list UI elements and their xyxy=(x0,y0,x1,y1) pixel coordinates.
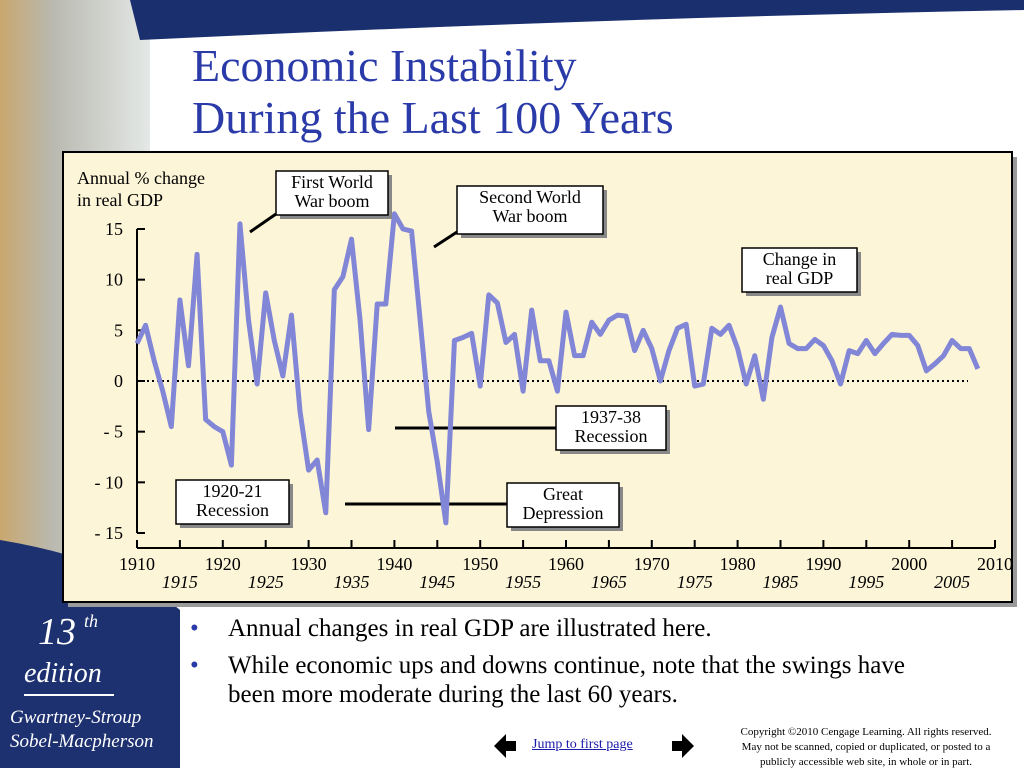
x-tick-label: 1910 xyxy=(119,554,155,574)
y-tick-label: 5 xyxy=(114,320,123,340)
callout-box xyxy=(741,247,858,293)
x-tick-label: 1955 xyxy=(505,572,541,592)
callout-text: War boom xyxy=(492,206,567,226)
copyright: Copyright ©2010 Cengage Learning. All ri… xyxy=(708,725,1024,770)
bullet-list: Annual changes in real GDP are illustrat… xyxy=(190,614,950,717)
callout-box xyxy=(555,405,667,451)
callout-box xyxy=(456,185,604,235)
copyright-line: publicly accessible web site, in whole o… xyxy=(760,756,972,768)
y-tick-label: - 5 xyxy=(104,422,124,442)
bullet: While economic ups and downs continue, n… xyxy=(190,651,950,709)
callout-text: Depression xyxy=(523,503,604,523)
x-tick-label: 2000 xyxy=(891,554,927,574)
callout-box xyxy=(275,170,389,216)
y-axis-label: in real GDP xyxy=(77,190,163,210)
callout-text: Recession xyxy=(196,500,269,520)
x-tick-label: 1945 xyxy=(419,572,455,592)
callout-text: Great xyxy=(543,484,583,504)
callout-box xyxy=(175,479,290,525)
y-tick-label: 0 xyxy=(114,371,123,391)
x-tick-label: 1930 xyxy=(291,554,327,574)
gdp-line xyxy=(134,211,981,526)
x-tick-label: 1950 xyxy=(462,554,498,574)
x-tick-label: 1970 xyxy=(634,554,670,574)
x-tick-label: 1995 xyxy=(848,572,884,592)
y-tick-label: - 10 xyxy=(95,472,124,492)
callout-text: First World xyxy=(291,172,373,192)
title-line: Economic Instability xyxy=(192,40,577,91)
callout-text: real GDP xyxy=(766,268,833,288)
x-tick-label: 2005 xyxy=(934,572,970,592)
copyright-line: Copyright ©2010 Cengage Learning. All ri… xyxy=(740,726,992,738)
x-tick-label: 1985 xyxy=(763,572,799,592)
x-tick-label: 1935 xyxy=(334,572,370,592)
x-tick-label: 1990 xyxy=(805,554,841,574)
y-tick-label: - 15 xyxy=(95,523,124,543)
title: Economic Instability During the Last 100… xyxy=(192,40,674,144)
callout-text: 1920-21 xyxy=(203,481,263,501)
copyright-line: May not be scanned, copied or duplicated… xyxy=(741,741,991,753)
callout-text: Recession xyxy=(575,426,648,446)
x-tick-label: 1965 xyxy=(591,572,627,592)
callout-text: War boom xyxy=(294,191,369,211)
x-tick-label: 1940 xyxy=(376,554,412,574)
jump-link[interactable]: Jump to first page xyxy=(532,737,633,752)
bullet: Annual changes in real GDP are illustrat… xyxy=(190,614,950,643)
x-tick-label: 1975 xyxy=(677,572,713,592)
y-axis-label: Annual % change xyxy=(77,168,205,188)
y-tick-label: 15 xyxy=(105,219,123,239)
callout-text: 1937-38 xyxy=(581,407,641,427)
x-tick-label: 1960 xyxy=(548,554,584,574)
title-line: During the Last 100 Years xyxy=(192,92,674,143)
callout-text: Change in xyxy=(763,249,837,269)
x-tick-label: 1980 xyxy=(720,554,756,574)
callout-box xyxy=(506,482,620,528)
x-tick-label: 2010 xyxy=(977,554,1013,574)
callout-text: Second World xyxy=(479,187,581,207)
y-tick-label: 10 xyxy=(105,270,123,290)
x-tick-label: 1915 xyxy=(162,572,198,592)
x-tick-label: 1920 xyxy=(205,554,241,574)
x-tick-label: 1925 xyxy=(248,572,284,592)
